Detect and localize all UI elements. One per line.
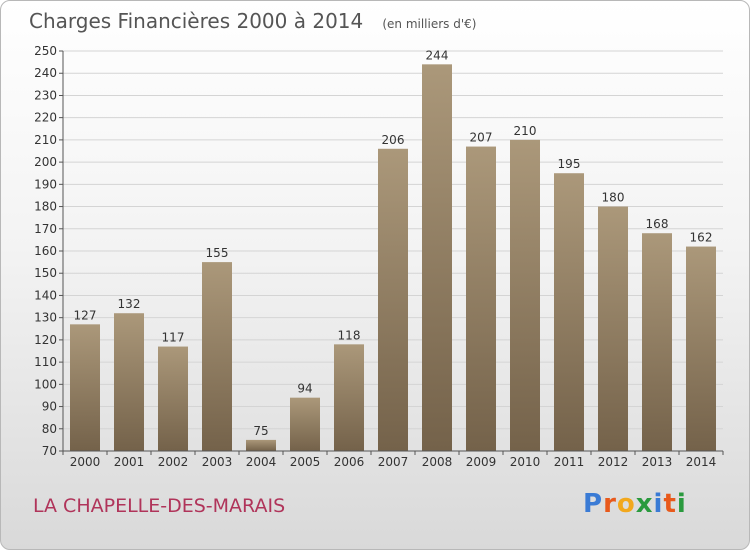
bar <box>686 246 716 451</box>
bar-value-label: 244 <box>426 48 449 62</box>
proxiti-logo: Proxiti <box>583 489 687 519</box>
x-tick-label: 2005 <box>290 455 321 469</box>
bar <box>510 139 540 451</box>
logo-letter: r <box>603 489 617 519</box>
commune-name: LA CHAPELLE-DES-MARAIS <box>33 495 286 517</box>
bar-value-label: 168 <box>646 217 669 231</box>
bar <box>334 344 364 451</box>
bar <box>466 146 496 452</box>
x-tick-label: 2004 <box>246 455 277 469</box>
y-tick-label: 90 <box>42 400 57 414</box>
bar-value-label: 155 <box>206 246 229 260</box>
x-tick-label: 2000 <box>70 455 101 469</box>
bar <box>70 324 100 451</box>
x-tick-label: 2002 <box>158 455 189 469</box>
x-tick-label: 2008 <box>422 455 453 469</box>
bar <box>114 313 144 451</box>
chart-subtitle: (en milliers d'€) <box>382 17 477 31</box>
y-tick-label: 160 <box>34 244 57 258</box>
bar-value-label: 180 <box>602 191 625 205</box>
x-tick-label: 2006 <box>334 455 365 469</box>
y-tick-label: 250 <box>34 44 57 58</box>
bar-value-label: 207 <box>470 131 493 145</box>
title-row: Charges Financières 2000 à 2014 (en mill… <box>29 9 476 33</box>
bar <box>158 346 188 451</box>
bar <box>554 173 584 451</box>
y-tick-label: 130 <box>34 311 57 325</box>
logo-letter: o <box>616 489 636 519</box>
x-tick-label: 2001 <box>114 455 145 469</box>
y-tick-label: 210 <box>34 133 57 147</box>
y-tick-label: 180 <box>34 200 57 214</box>
bar-value-label: 195 <box>558 157 581 171</box>
chart-title: Charges Financières 2000 à 2014 <box>29 9 364 33</box>
value-labels: 127 132 117 155 75 94 118 206 244 207 210 195 180 168… <box>74 48 713 438</box>
y-tick-label: 200 <box>34 155 57 169</box>
bar <box>202 262 232 451</box>
y-tick-label: 80 <box>42 422 57 436</box>
bar <box>378 148 408 451</box>
y-tick-label: 140 <box>34 288 57 302</box>
x-tick-label: 2011 <box>554 455 585 469</box>
bar-value-label: 132 <box>118 297 141 311</box>
y-tick-label: 120 <box>34 333 57 347</box>
y-tick-label: 70 <box>42 444 57 458</box>
y-tick-label: 240 <box>34 66 57 80</box>
y-tick-label: 170 <box>34 222 57 236</box>
x-tick-label: 2010 <box>510 455 541 469</box>
logo-letter: i <box>653 489 664 519</box>
x-tick-label: 2014 <box>686 455 717 469</box>
y-tick-label: 230 <box>34 88 57 102</box>
x-tick-label: 2012 <box>598 455 629 469</box>
bar <box>290 397 320 451</box>
x-tick-label: 2013 <box>642 455 673 469</box>
y-tick-label: 100 <box>34 377 57 391</box>
bar-value-label: 210 <box>514 124 537 138</box>
logo-letter: x <box>635 489 654 519</box>
bar <box>598 206 628 451</box>
bar <box>246 439 276 451</box>
bar-value-label: 118 <box>338 328 361 342</box>
bars <box>70 64 716 452</box>
y-tick-label: 150 <box>34 266 57 280</box>
logo-letter: i <box>676 489 687 519</box>
y-tick-label: 190 <box>34 177 57 191</box>
bar <box>642 233 672 451</box>
bar-value-label: 127 <box>74 308 97 322</box>
logo-letter: P <box>583 489 604 519</box>
axes: 7080901001101201301401501601701801902002… <box>34 44 724 469</box>
bar-value-label: 75 <box>253 424 268 438</box>
bar <box>422 64 452 452</box>
x-tick-label: 2009 <box>466 455 497 469</box>
y-tick-label: 110 <box>34 355 57 369</box>
bar-value-label: 94 <box>297 382 312 396</box>
y-tick-label: 220 <box>34 111 57 125</box>
x-tick-label: 2003 <box>202 455 233 469</box>
logo-letter: t <box>663 489 677 519</box>
x-tick-label: 2007 <box>378 455 409 469</box>
bar-value-label: 206 <box>382 133 405 147</box>
bar-value-label: 162 <box>690 231 713 245</box>
bar-value-label: 117 <box>162 331 185 345</box>
